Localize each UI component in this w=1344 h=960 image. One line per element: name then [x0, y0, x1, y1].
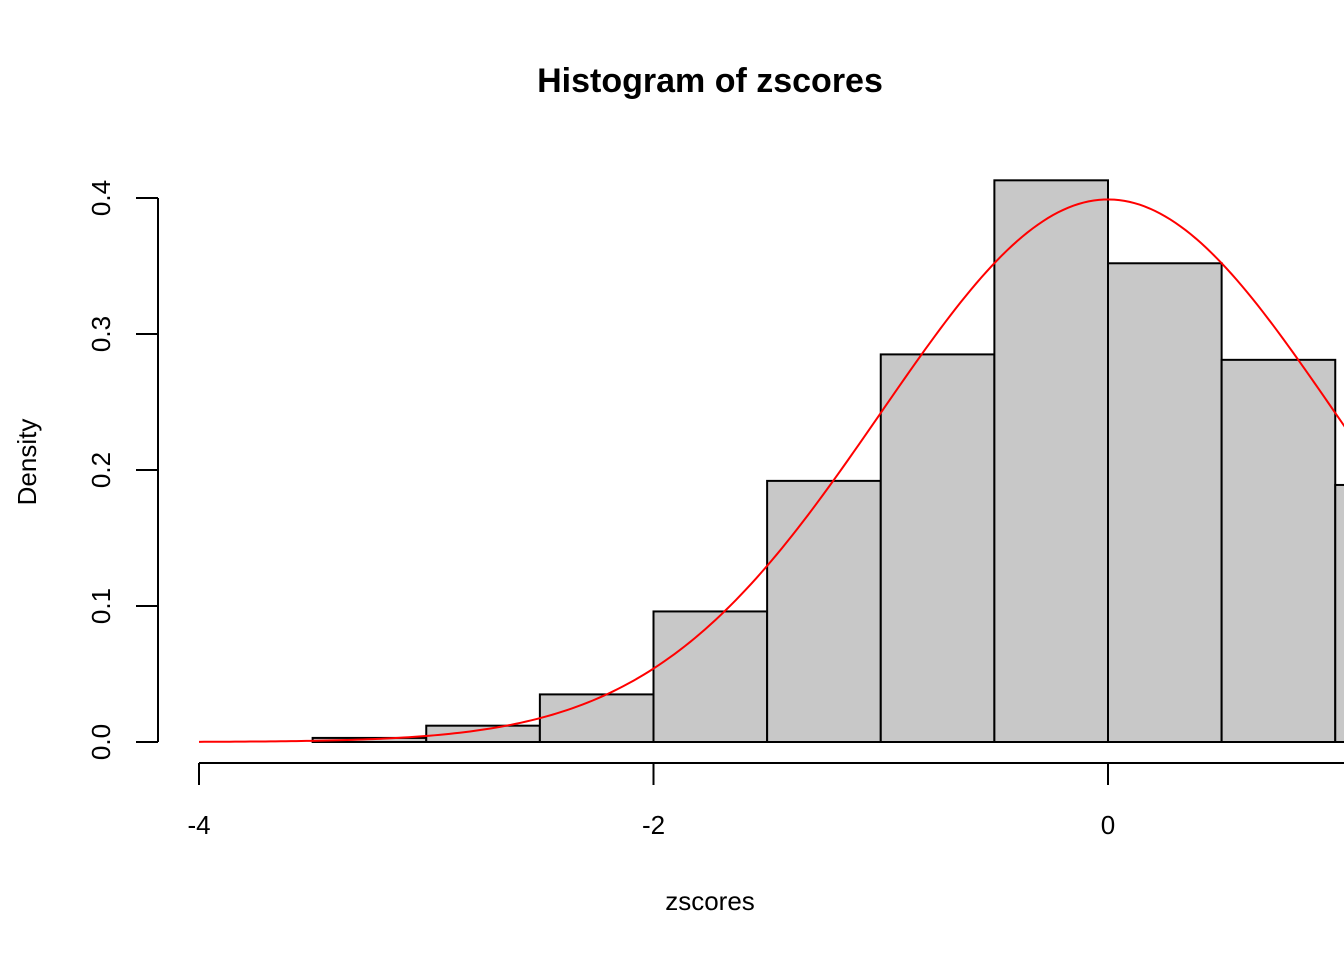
histogram-bar: [538, 693, 655, 744]
y-tick-label: 0.1: [86, 588, 116, 624]
x-axis-label: zscores: [665, 886, 755, 916]
normal-density-curve: [198, 198, 1344, 743]
y-tick-label: 0.2: [86, 452, 116, 488]
x-tick-label: -2: [642, 810, 665, 840]
histogram-bar: [1107, 262, 1223, 743]
y-tick-label: 0.3: [86, 316, 116, 352]
x-axis: -4-2024: [187, 762, 1344, 840]
y-axis: 0.0 0.1 0.2 0.3 0.4: [86, 180, 159, 760]
histogram-bar: [766, 479, 882, 743]
histogram-bar: [652, 610, 769, 743]
histogram-bars: [311, 179, 1344, 744]
histogram-bar: [993, 179, 1109, 743]
histogram-bar: [879, 353, 996, 743]
y-axis-label: Density: [12, 419, 42, 506]
x-tick-label: 0: [1101, 810, 1115, 840]
y-tick-label: 0.4: [86, 180, 116, 216]
histogram-bar: [1220, 358, 1337, 743]
x-tick-label: -4: [187, 810, 210, 840]
y-tick-label: 0.0: [86, 724, 116, 760]
chart-title: Histogram of zscores: [537, 62, 883, 100]
histogram-bar: [1334, 483, 1344, 743]
